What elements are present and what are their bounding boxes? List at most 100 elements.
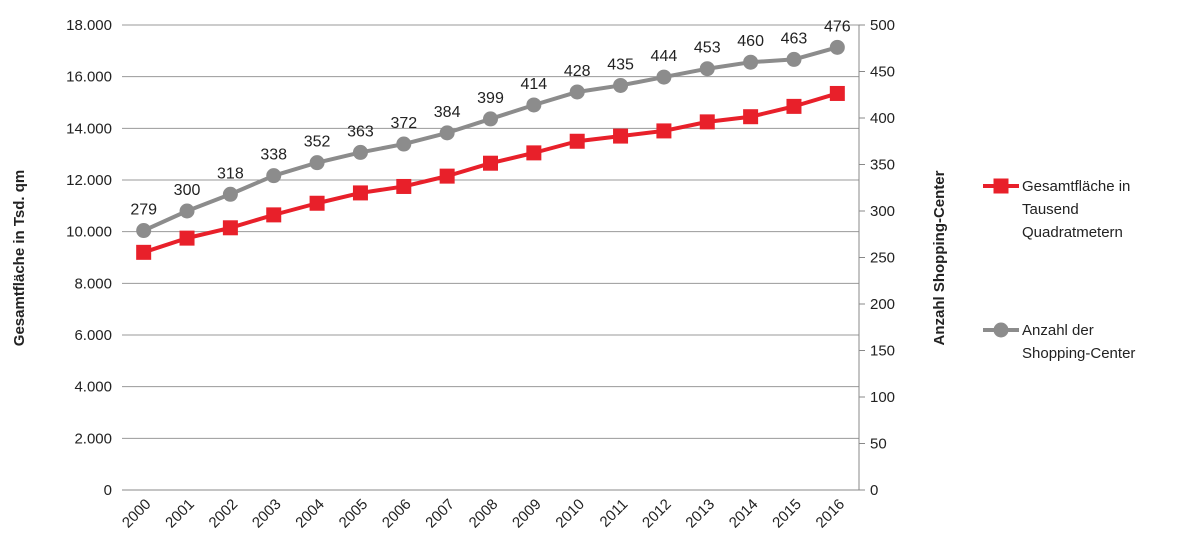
data-point-square: [656, 123, 672, 139]
right-axis-ticks: 0 50 100 150 200 250 300 350 400 450 500: [859, 17, 895, 499]
legend-label: Anzahl der Shopping-Center: [1022, 322, 1135, 362]
x-tick-label: 2004: [292, 496, 328, 532]
x-tick-label: 2014: [726, 496, 762, 532]
legend-label-line: Gesamtfläche in: [1022, 178, 1130, 195]
data-label: 300: [174, 182, 201, 199]
legend-label: Gesamtfläche in Tausend Quadratmetern: [1022, 178, 1130, 241]
data-point-circle: [613, 77, 629, 93]
data-label: 372: [390, 115, 417, 132]
data-point-square: [396, 178, 412, 194]
right-axis-title: Anzahl Shopping-Center: [931, 170, 948, 345]
data-point-circle: [829, 39, 845, 55]
data-label: 476: [824, 18, 851, 35]
data-point-circle: [569, 84, 585, 100]
x-tick-label: 2008: [466, 496, 502, 532]
left-tick-label: 14.000: [66, 120, 112, 137]
data-point-square: [222, 220, 238, 236]
data-point-square: [743, 109, 759, 125]
data-point-square: [266, 207, 282, 223]
right-tick-label: 250: [870, 250, 895, 267]
data-label: 399: [477, 90, 504, 107]
data-point-square: [439, 168, 455, 184]
x-tick-label: 2005: [336, 496, 372, 532]
gridlines: [122, 24, 859, 491]
data-point-square: [483, 155, 498, 171]
data-label: 279: [130, 202, 157, 219]
x-tick-label: 2006: [379, 496, 415, 532]
data-label: 463: [781, 30, 808, 47]
data-point-circle: [136, 223, 152, 239]
right-tick-label: 500: [870, 17, 895, 34]
right-tick-label: 200: [870, 296, 895, 313]
data-label: 435: [607, 56, 634, 73]
data-point-circle: [699, 61, 715, 77]
legend-marker-circle: [993, 322, 1009, 338]
x-tick-label: 2007: [422, 496, 458, 532]
data-point-square: [526, 145, 542, 161]
right-tick-label: 0: [870, 482, 878, 499]
data-point-square: [352, 185, 368, 201]
left-tick-label: 2.000: [74, 430, 112, 447]
x-tick-label: 2003: [249, 496, 285, 532]
x-tick-label: 2015: [769, 496, 805, 532]
data-point-square: [613, 128, 629, 144]
data-point-circle: [179, 203, 195, 219]
left-tick-label: 8.000: [74, 275, 112, 292]
legend-label-line: Shopping-Center: [1022, 345, 1135, 362]
data-point-circle: [526, 97, 542, 113]
data-point-circle: [222, 186, 238, 202]
data-label: 453: [694, 40, 721, 57]
data-point-square: [829, 85, 845, 101]
x-tick-label: 2010: [552, 496, 588, 532]
data-label: 444: [651, 48, 678, 65]
data-point-square: [309, 195, 325, 211]
x-tick-label: 2009: [509, 496, 545, 532]
right-tick-label: 100: [870, 389, 895, 406]
data-label: 428: [564, 63, 591, 80]
legend-label-line: Quadratmetern: [1022, 224, 1123, 241]
data-point-square: [786, 98, 802, 114]
data-point-circle: [743, 54, 759, 70]
data-point-circle: [266, 168, 282, 184]
right-tick-label: 50: [870, 436, 887, 453]
data-point-circle: [483, 111, 498, 127]
data-point-square: [699, 114, 715, 130]
legend: Gesamtfläche in Tausend Quadratmetern Anzah…: [983, 178, 1135, 362]
data-label: 460: [737, 33, 764, 50]
data-label: 318: [217, 165, 244, 182]
data-point-circle: [352, 144, 368, 160]
data-point-circle: [656, 69, 672, 85]
data-point-square: [136, 244, 152, 260]
data-point-square: [569, 133, 585, 149]
series-group: [136, 39, 845, 260]
left-axis-ticks: 0 2.000 4.000 6.000 8.000 10.000 12.000 14.000 1…: [66, 17, 112, 499]
series-line-count: [142, 45, 838, 233]
data-point-square: [179, 230, 195, 246]
data-label: 363: [347, 123, 374, 140]
left-tick-label: 18.000: [66, 17, 112, 34]
x-tick-label: 2012: [639, 496, 675, 532]
right-tick-label: 450: [870, 64, 895, 81]
data-label: 338: [260, 147, 287, 164]
left-tick-label: 12.000: [66, 172, 112, 189]
data-point-circle: [309, 155, 325, 171]
left-tick-label: 16.000: [66, 69, 112, 86]
right-tick-label: 300: [870, 203, 895, 220]
x-tick-label: 2016: [813, 496, 849, 532]
right-tick-label: 350: [870, 157, 895, 174]
x-tick-label: 2001: [162, 496, 198, 532]
data-point-circle: [396, 136, 412, 152]
left-tick-label: 10.000: [66, 224, 112, 241]
data-label: 352: [304, 134, 331, 151]
legend-marker-square: [993, 178, 1009, 194]
left-tick-label: 6.000: [74, 327, 112, 344]
data-point-circle: [786, 51, 802, 67]
data-point-circle: [439, 125, 455, 141]
x-tick-label: 2011: [597, 496, 632, 531]
right-tick-label: 150: [870, 343, 895, 360]
right-tick-label: 400: [870, 110, 895, 127]
legend-label-line: Tausend: [1022, 201, 1079, 218]
left-axis-title: Gesamtfläche in Tsd. qm: [11, 170, 28, 346]
x-tick-label: 2000: [119, 496, 155, 532]
